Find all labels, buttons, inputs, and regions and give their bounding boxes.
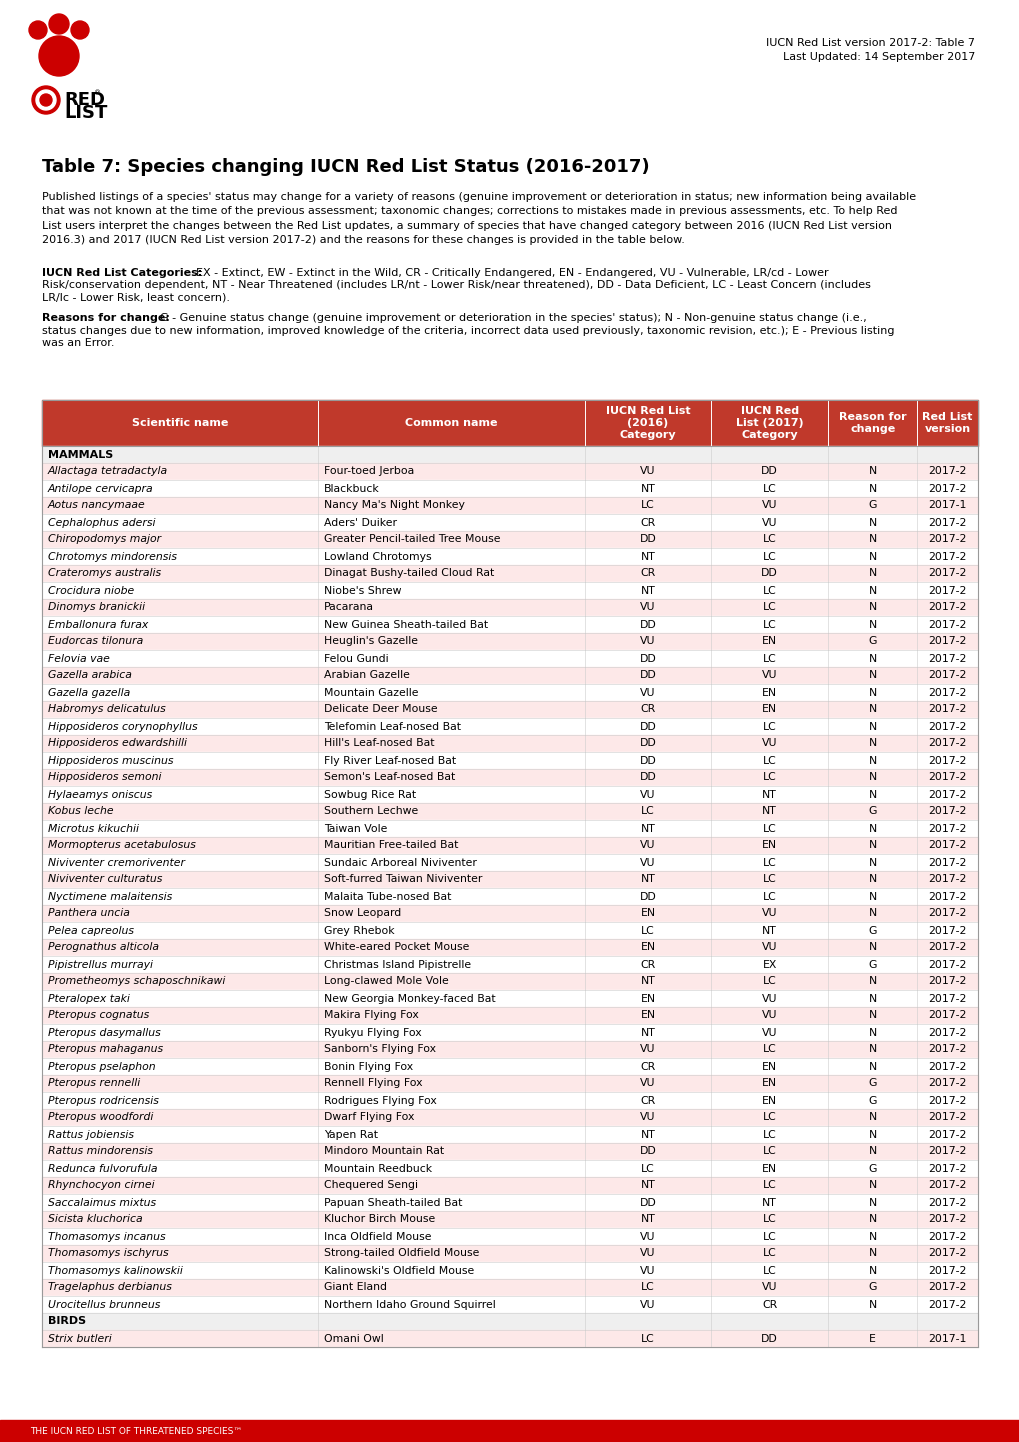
Text: Four-toed Jerboa: Four-toed Jerboa bbox=[324, 467, 414, 476]
Text: Cephalophus adersi: Cephalophus adersi bbox=[48, 518, 155, 528]
Text: Inca Oldfield Mouse: Inca Oldfield Mouse bbox=[324, 1231, 431, 1242]
Bar bbox=[42, 1159, 977, 1177]
Text: NT: NT bbox=[640, 483, 655, 493]
Text: 2017-2: 2017-2 bbox=[927, 1146, 966, 1156]
Text: N: N bbox=[868, 551, 876, 561]
Bar bbox=[42, 888, 977, 906]
Text: LC: LC bbox=[762, 1181, 775, 1191]
Text: 2017-2: 2017-2 bbox=[927, 568, 966, 578]
Text: Malaita Tube-nosed Bat: Malaita Tube-nosed Bat bbox=[324, 891, 451, 901]
Text: LC: LC bbox=[762, 1249, 775, 1259]
Text: Gazella gazella: Gazella gazella bbox=[48, 688, 130, 698]
Text: G: G bbox=[867, 1096, 876, 1106]
Text: LC: LC bbox=[762, 874, 775, 884]
Bar bbox=[42, 803, 977, 820]
Bar bbox=[42, 1314, 977, 1330]
Bar bbox=[42, 906, 977, 921]
Bar bbox=[42, 701, 977, 718]
Bar bbox=[42, 751, 977, 769]
Text: VU: VU bbox=[640, 1079, 655, 1089]
Text: THE IUCN RED LIST OF THREATENED SPECIES™: THE IUCN RED LIST OF THREATENED SPECIES™ bbox=[30, 1426, 243, 1435]
Text: 2017-2: 2017-2 bbox=[927, 841, 966, 851]
Text: CR: CR bbox=[640, 568, 655, 578]
Bar bbox=[42, 718, 977, 735]
Bar bbox=[42, 854, 977, 871]
Text: Dinagat Bushy-tailed Cloud Rat: Dinagat Bushy-tailed Cloud Rat bbox=[324, 568, 494, 578]
Text: N: N bbox=[868, 1197, 876, 1207]
Bar bbox=[42, 1244, 977, 1262]
Text: Aotus nancymaae: Aotus nancymaae bbox=[48, 500, 146, 510]
Text: 2017-2: 2017-2 bbox=[927, 790, 966, 799]
Bar bbox=[42, 565, 977, 583]
Text: N: N bbox=[868, 790, 876, 799]
Text: Published listings of a species' status may change for a variety of reasons (gen: Published listings of a species' status … bbox=[42, 192, 915, 245]
Text: N: N bbox=[868, 823, 876, 833]
Text: CR: CR bbox=[640, 959, 655, 969]
Text: CR: CR bbox=[761, 1299, 776, 1309]
Text: 2017-2: 2017-2 bbox=[927, 636, 966, 646]
Text: Perognathus alticola: Perognathus alticola bbox=[48, 943, 159, 953]
Text: Pteropus cognatus: Pteropus cognatus bbox=[48, 1011, 149, 1021]
Text: Red List
version: Red List version bbox=[921, 412, 972, 434]
Text: 2017-2: 2017-2 bbox=[927, 653, 966, 663]
Text: 2017-2: 2017-2 bbox=[927, 518, 966, 528]
Text: IUCN Red List version 2017-2: Table 7: IUCN Red List version 2017-2: Table 7 bbox=[765, 37, 974, 48]
Text: VU: VU bbox=[640, 858, 655, 868]
Text: Giant Eland: Giant Eland bbox=[324, 1282, 387, 1292]
Bar bbox=[42, 1092, 977, 1109]
Circle shape bbox=[39, 36, 78, 76]
Text: 2017-2: 2017-2 bbox=[927, 994, 966, 1004]
Text: LC: LC bbox=[762, 1266, 775, 1276]
Bar bbox=[42, 973, 977, 991]
Text: EN: EN bbox=[761, 1096, 776, 1106]
Circle shape bbox=[32, 87, 60, 114]
Text: N: N bbox=[868, 603, 876, 613]
Text: E: E bbox=[868, 1334, 875, 1344]
Text: Antilope cervicapra: Antilope cervicapra bbox=[48, 483, 154, 493]
Text: Yapen Rat: Yapen Rat bbox=[324, 1129, 378, 1139]
Text: VU: VU bbox=[640, 636, 655, 646]
Bar bbox=[42, 820, 977, 836]
Text: Mauritian Free-tailed Bat: Mauritian Free-tailed Bat bbox=[324, 841, 459, 851]
Bar bbox=[42, 399, 977, 446]
Text: 2017-2: 2017-2 bbox=[927, 535, 966, 545]
Text: 2017-2: 2017-2 bbox=[927, 483, 966, 493]
Text: N: N bbox=[868, 705, 876, 714]
Bar bbox=[42, 1194, 977, 1211]
Text: Papuan Sheath-tailed Bat: Papuan Sheath-tailed Bat bbox=[324, 1197, 462, 1207]
Text: 2017-2: 2017-2 bbox=[927, 1249, 966, 1259]
Bar bbox=[42, 1058, 977, 1074]
Text: Rennell Flying Fox: Rennell Flying Fox bbox=[324, 1079, 422, 1089]
Text: LC: LC bbox=[762, 756, 775, 766]
Text: NT: NT bbox=[761, 1197, 776, 1207]
Text: Heuglin's Gazelle: Heuglin's Gazelle bbox=[324, 636, 418, 646]
Bar bbox=[42, 668, 977, 684]
Text: Hipposideros muscinus: Hipposideros muscinus bbox=[48, 756, 173, 766]
Text: Delicate Deer Mouse: Delicate Deer Mouse bbox=[324, 705, 437, 714]
Text: IUCN Red
List (2017)
Category: IUCN Red List (2017) Category bbox=[735, 405, 803, 440]
Text: Arabian Gazelle: Arabian Gazelle bbox=[324, 671, 410, 681]
Text: VU: VU bbox=[761, 994, 776, 1004]
Bar bbox=[42, 684, 977, 701]
Text: VU: VU bbox=[640, 1249, 655, 1259]
Text: EN: EN bbox=[761, 705, 776, 714]
Text: Mountain Reedbuck: Mountain Reedbuck bbox=[324, 1164, 432, 1174]
Text: EN: EN bbox=[640, 908, 655, 919]
Text: VU: VU bbox=[761, 500, 776, 510]
Text: Pteropus rodricensis: Pteropus rodricensis bbox=[48, 1096, 159, 1106]
Text: 2017-2: 2017-2 bbox=[927, 585, 966, 596]
Text: Pteropus woodfordi: Pteropus woodfordi bbox=[48, 1112, 153, 1122]
Text: Taiwan Vole: Taiwan Vole bbox=[324, 823, 387, 833]
Text: DD: DD bbox=[760, 467, 777, 476]
Circle shape bbox=[71, 22, 89, 39]
Text: Strix butleri: Strix butleri bbox=[48, 1334, 112, 1344]
Bar bbox=[42, 1007, 977, 1024]
Text: N: N bbox=[868, 858, 876, 868]
Text: Hylaeamys oniscus: Hylaeamys oniscus bbox=[48, 790, 152, 799]
Bar bbox=[42, 513, 977, 531]
Text: Chrotomys mindorensis: Chrotomys mindorensis bbox=[48, 551, 177, 561]
Bar bbox=[42, 1126, 977, 1144]
Text: VU: VU bbox=[761, 518, 776, 528]
Bar bbox=[42, 548, 977, 565]
Text: Rodrigues Flying Fox: Rodrigues Flying Fox bbox=[324, 1096, 436, 1106]
